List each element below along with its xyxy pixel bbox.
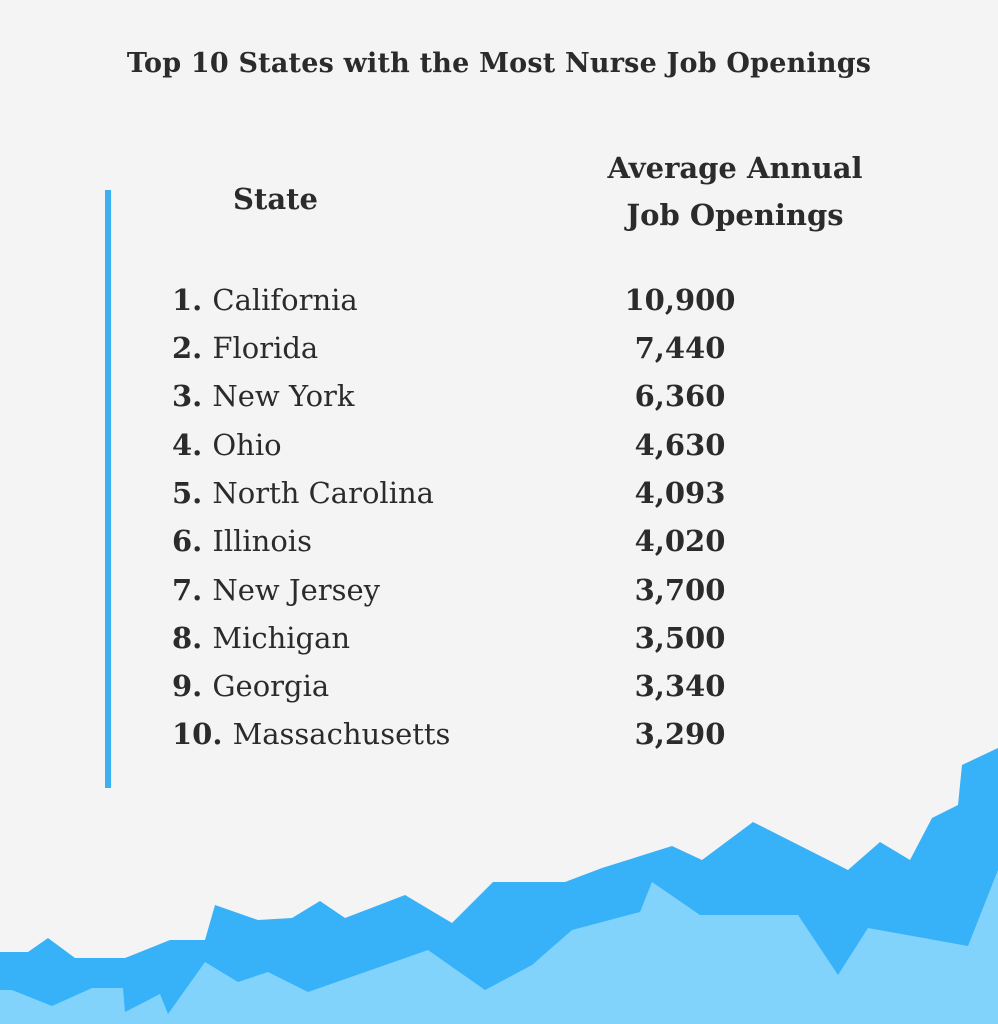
table-row: 6. Illinois 4,020: [172, 521, 812, 561]
row-state: Illinois: [212, 524, 312, 558]
row-rank: 7.: [172, 573, 213, 607]
table-row: 7. New Jersey 3,700: [172, 570, 812, 610]
row-state: Florida: [212, 331, 319, 365]
openings-column-header: Average Annual Job Openings: [585, 145, 885, 239]
row-value: 4,020: [634, 524, 726, 558]
row-rank: 1.: [172, 283, 213, 317]
row-rank: 4.: [172, 428, 213, 462]
row-value: 7,440: [634, 331, 726, 365]
row-rank: 10.: [172, 717, 233, 751]
row-value: 3,340: [634, 669, 726, 703]
chart-title: Top 10 States with the Most Nurse Job Op…: [126, 48, 872, 79]
row-state: Ohio: [212, 428, 282, 462]
row-value: 3,700: [634, 573, 726, 607]
row-state: New York: [212, 379, 355, 413]
openings-header-line2: Job Openings: [626, 198, 844, 232]
table-row: 5. North Carolina 4,093: [172, 473, 812, 513]
state-column-header: State: [233, 182, 318, 216]
row-value: 4,630: [634, 428, 726, 462]
table-row: 8. Michigan 3,500: [172, 618, 812, 658]
table-row: 2. Florida 7,440: [172, 328, 812, 368]
row-value: 4,093: [634, 476, 726, 510]
accent-bar: [105, 190, 111, 788]
table-row: 1. California 10,900: [172, 280, 812, 320]
row-state: Massachusetts: [232, 717, 451, 751]
openings-header-line1: Average Annual: [607, 151, 863, 185]
row-rank: 8.: [172, 621, 213, 655]
row-value: 10,900: [624, 283, 736, 317]
row-state: New Jersey: [212, 573, 381, 607]
row-rank: 2.: [172, 331, 213, 365]
row-state: Georgia: [212, 669, 330, 703]
row-state: Michigan: [212, 621, 351, 655]
row-value: 3,500: [634, 621, 726, 655]
row-value: 3,290: [634, 717, 726, 751]
table-row: 3. New York 6,360: [172, 376, 812, 416]
row-rank: 5.: [172, 476, 213, 510]
row-state: California: [212, 283, 358, 317]
table-row: 4. Ohio 4,630: [172, 425, 812, 465]
row-value: 6,360: [634, 379, 726, 413]
row-state: North Carolina: [212, 476, 434, 510]
row-rank: 3.: [172, 379, 213, 413]
wave-light-shape: [0, 870, 998, 1024]
table-row: 10. Massachusetts 3,290: [172, 714, 812, 754]
row-rank: 6.: [172, 524, 213, 558]
row-rank: 9.: [172, 669, 213, 703]
table-row: 9. Georgia 3,340: [172, 666, 812, 706]
